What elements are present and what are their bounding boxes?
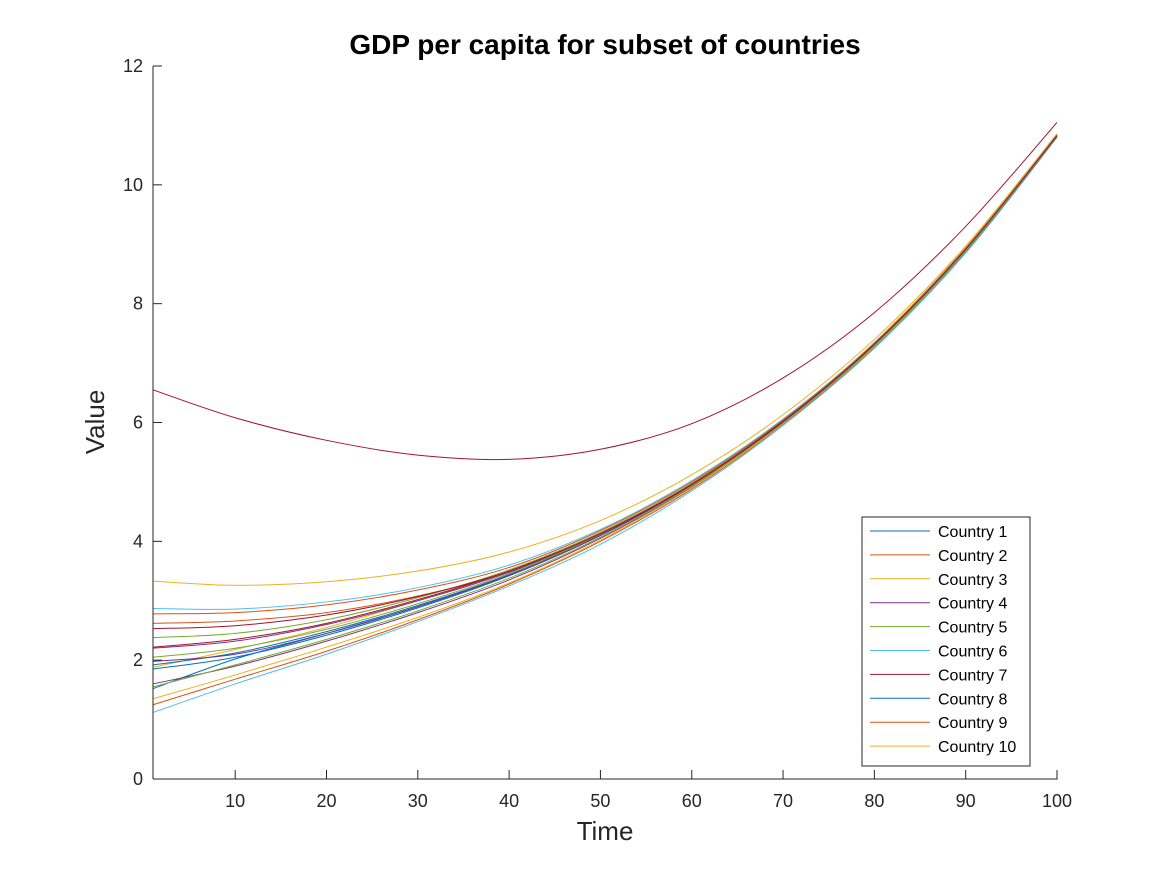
y-tick-label: 12 xyxy=(123,56,143,76)
x-tick-label: 10 xyxy=(225,791,245,811)
series-line-20 xyxy=(152,135,1058,630)
y-tick-label: 10 xyxy=(123,175,143,195)
x-tick-label: 60 xyxy=(682,791,702,811)
legend-entry: Country 3 xyxy=(938,572,1007,589)
legend-entry: Country 2 xyxy=(938,548,1007,565)
x-tick-label: 40 xyxy=(499,791,519,811)
legend-box xyxy=(861,516,1031,767)
legend-entry: Country 7 xyxy=(938,667,1007,684)
chart-title: GDP per capita for subset of countries xyxy=(349,29,860,60)
x-tick-label: 90 xyxy=(956,791,976,811)
x-tick-label: 80 xyxy=(864,791,884,811)
series-line-7 xyxy=(152,122,1058,461)
legend: Country 1 Country 2 Country 3 Country 4 Coun… xyxy=(861,516,1031,767)
x-tick-label: 20 xyxy=(316,791,336,811)
plot-area xyxy=(152,122,1058,713)
legend-entry: Country 5 xyxy=(938,620,1007,637)
x-tick-label: 30 xyxy=(408,791,428,811)
series-line-6 xyxy=(152,136,1058,713)
y-tick-label: 8 xyxy=(133,294,143,314)
y-tick-label: 4 xyxy=(133,531,143,551)
y-tick-label: 2 xyxy=(133,650,143,670)
legend-entry: Country 4 xyxy=(938,596,1007,613)
x-tick-label: 100 xyxy=(1042,791,1072,811)
series-line-19 xyxy=(152,135,1058,688)
y-tick-label: 6 xyxy=(133,413,143,433)
legend-entry: Country 10 xyxy=(938,739,1016,756)
y-axis-label: Value xyxy=(80,390,110,455)
legend-entry: Country 6 xyxy=(938,644,1007,661)
series-line-10 xyxy=(152,133,1058,586)
x-tick-label: 50 xyxy=(590,791,610,811)
axes: 10 20 30 40 50 60 70 80 90 100 0 2 4 6 8 10 12 xyxy=(123,56,1072,811)
x-tick-label: 70 xyxy=(773,791,793,811)
legend-entry: Country 9 xyxy=(938,715,1007,732)
x-axis-label: Time xyxy=(577,816,634,846)
legend-entry: Country 1 xyxy=(938,524,1007,541)
legend-entry: Country 8 xyxy=(938,691,1007,708)
y-tick-label: 0 xyxy=(133,769,143,789)
